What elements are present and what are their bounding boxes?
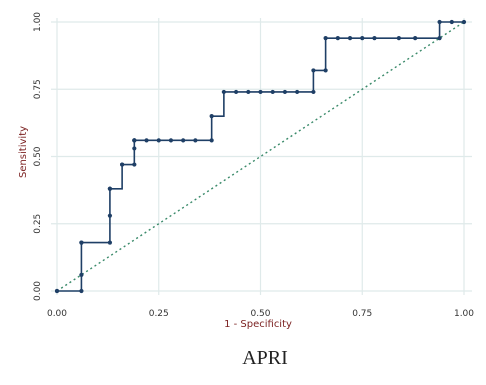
x-axis-title: 1 - Specificity: [224, 319, 292, 330]
roc-point: [107, 240, 113, 245]
roc-point: [360, 36, 365, 41]
roc-point: [168, 138, 174, 143]
roc-point: [323, 36, 328, 41]
y-tick-label: 0.50: [33, 146, 43, 166]
roc-point: [156, 138, 161, 143]
x-tick-label: 0.25: [149, 309, 169, 319]
roc-point: [449, 19, 454, 25]
roc-point: [132, 162, 137, 167]
roc-point: [209, 114, 214, 119]
roc-point: [437, 19, 442, 25]
reference-line-group: [56, 21, 465, 292]
roc-point: [347, 36, 353, 41]
y-tick-label: 1.00: [33, 12, 43, 32]
roc-point: [335, 36, 340, 41]
grid: [51, 18, 472, 295]
roc-point: [107, 186, 113, 191]
roc-point: [323, 68, 328, 73]
roc-point: [311, 89, 316, 95]
roc-point: [79, 288, 84, 294]
roc-point: [437, 36, 442, 41]
roc-point: [461, 19, 467, 25]
roc-point: [221, 89, 226, 95]
roc-point: [54, 288, 60, 294]
axis-ticks: 0.00 0.25 0.50 0.75 1.00 0.00 0.25 0.50 0.75 1.00: [33, 12, 474, 319]
roc-point: [282, 89, 288, 95]
x-tick-label: 0.50: [250, 309, 270, 319]
roc-point: [311, 68, 316, 73]
x-tick-label: 0.75: [352, 309, 372, 319]
x-tick-label: 0.00: [47, 309, 67, 319]
reference-diagonal: [56, 21, 465, 292]
roc-point: [270, 89, 275, 95]
roc-point: [209, 138, 214, 143]
y-tick-label: 0.75: [33, 79, 43, 99]
y-tick-label: 0.00: [33, 281, 43, 301]
roc-point: [132, 138, 137, 143]
roc-point: [233, 89, 239, 95]
roc-point: [295, 89, 300, 95]
chart-title: APRI: [242, 347, 288, 369]
roc-point: [181, 138, 186, 143]
roc-point: [372, 36, 377, 41]
roc-series: [54, 19, 467, 294]
y-axis-title: Sensitivity: [18, 126, 29, 178]
roc-point: [246, 89, 251, 95]
roc-point: [132, 146, 137, 151]
roc-point: [258, 89, 263, 95]
roc-point: [144, 138, 149, 143]
roc-point: [79, 240, 84, 245]
roc-point: [193, 138, 198, 143]
roc-point: [396, 36, 401, 41]
y-tick-label: 0.25: [33, 214, 43, 234]
roc-point: [120, 162, 125, 167]
roc-point: [107, 213, 113, 218]
x-tick-label: 1.00: [454, 309, 474, 319]
roc-point: [413, 36, 418, 41]
roc-point: [79, 272, 84, 277]
